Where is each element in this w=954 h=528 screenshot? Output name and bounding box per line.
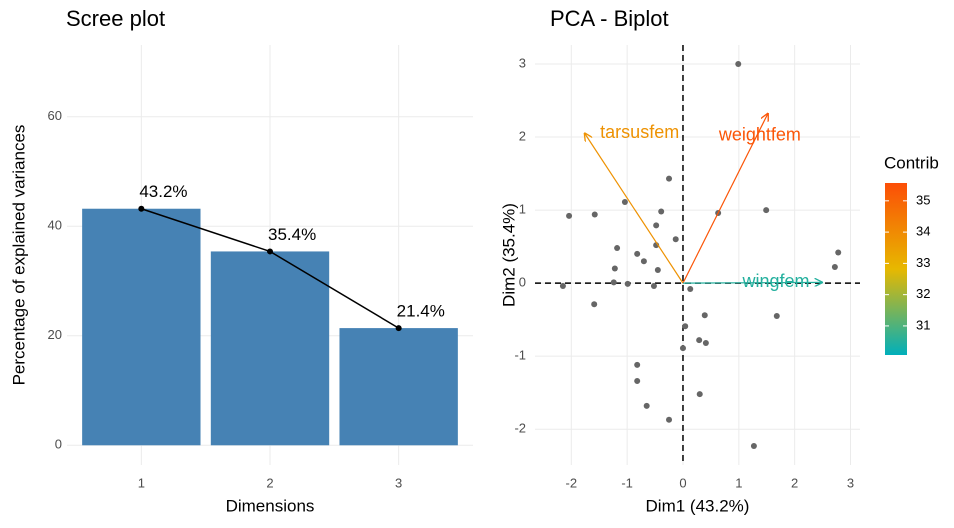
x-tick-label: 3 (847, 475, 854, 490)
arrow (682, 282, 822, 283)
point (611, 265, 618, 272)
x-tick-label: 3 (395, 475, 402, 490)
point (640, 258, 647, 265)
point (653, 222, 660, 229)
variable-label: wingfem (742, 271, 810, 291)
y-axis-label: Dim2 (35.4%) (499, 203, 518, 307)
point (679, 345, 686, 352)
variable-label: weightfem (718, 124, 801, 144)
point (621, 199, 628, 206)
point (773, 312, 780, 319)
chart-title: Scree plot (66, 6, 165, 31)
y-tick-label: 3 (519, 55, 526, 70)
variable-label: tarsusfem (600, 122, 679, 142)
x-axis-label: Dimensions (226, 496, 315, 515)
point (696, 391, 703, 398)
point (702, 340, 709, 347)
y-tick-label: 0 (519, 275, 526, 290)
point (650, 283, 657, 290)
point (634, 361, 641, 368)
x-tick-label: -1 (621, 475, 633, 490)
x-axis-label: Dim1 (43.2%) (646, 496, 750, 515)
x-tick-label: -2 (566, 475, 578, 490)
chart-title: PCA - Biplot (550, 6, 669, 31)
point (835, 249, 842, 256)
point (682, 323, 689, 330)
point (559, 283, 566, 290)
point (672, 236, 679, 243)
point (614, 245, 621, 252)
legend-tick-label: 35 (916, 192, 930, 207)
point (610, 279, 617, 286)
value-label: 21.4% (397, 302, 445, 321)
y-tick-label: 60 (48, 108, 62, 123)
legend-tick-label: 32 (916, 286, 930, 301)
point (735, 60, 742, 67)
x-tick-label: 1 (138, 475, 145, 490)
x-tick-label: 2 (791, 475, 798, 490)
point (634, 250, 641, 257)
point (591, 211, 598, 218)
y-tick-label: 20 (48, 327, 62, 342)
point (634, 378, 641, 384)
point (566, 212, 573, 219)
point (687, 285, 694, 292)
x-tick-label: 0 (679, 475, 686, 490)
point (138, 205, 145, 212)
point (267, 248, 273, 255)
bar (339, 328, 458, 446)
x-tick-label: 1 (735, 475, 742, 490)
legend-colorbar (885, 183, 907, 355)
point (696, 337, 703, 344)
x-tick-label: 2 (266, 475, 273, 490)
y-tick-label: 2 (519, 128, 526, 143)
point (624, 280, 631, 287)
y-tick-label: -1 (514, 348, 526, 363)
point (831, 264, 838, 271)
value-label: 43.2% (139, 182, 187, 201)
point (701, 312, 708, 319)
point (763, 207, 770, 214)
point (395, 325, 402, 332)
point (666, 416, 673, 423)
arrow (682, 114, 768, 284)
legend-tick-label: 34 (916, 224, 930, 239)
y-tick-label: 1 (519, 202, 526, 217)
value-label: 35.4% (268, 225, 316, 244)
y-axis-label: Percentage of explained variances (9, 125, 28, 386)
point (643, 402, 650, 409)
y-tick-label: 40 (48, 218, 62, 233)
arrow (585, 133, 684, 284)
legend-tick-label: 33 (916, 255, 930, 270)
legend-tick-label: 31 (916, 317, 930, 332)
point (591, 301, 598, 308)
point (666, 175, 673, 182)
y-tick-label: 0 (55, 437, 62, 452)
point (658, 208, 665, 215)
y-tick-label: -2 (514, 421, 526, 436)
legend-title: Contrib (884, 153, 939, 172)
bar (210, 251, 330, 446)
point (654, 266, 661, 273)
bar (82, 208, 201, 446)
point (750, 443, 757, 450)
